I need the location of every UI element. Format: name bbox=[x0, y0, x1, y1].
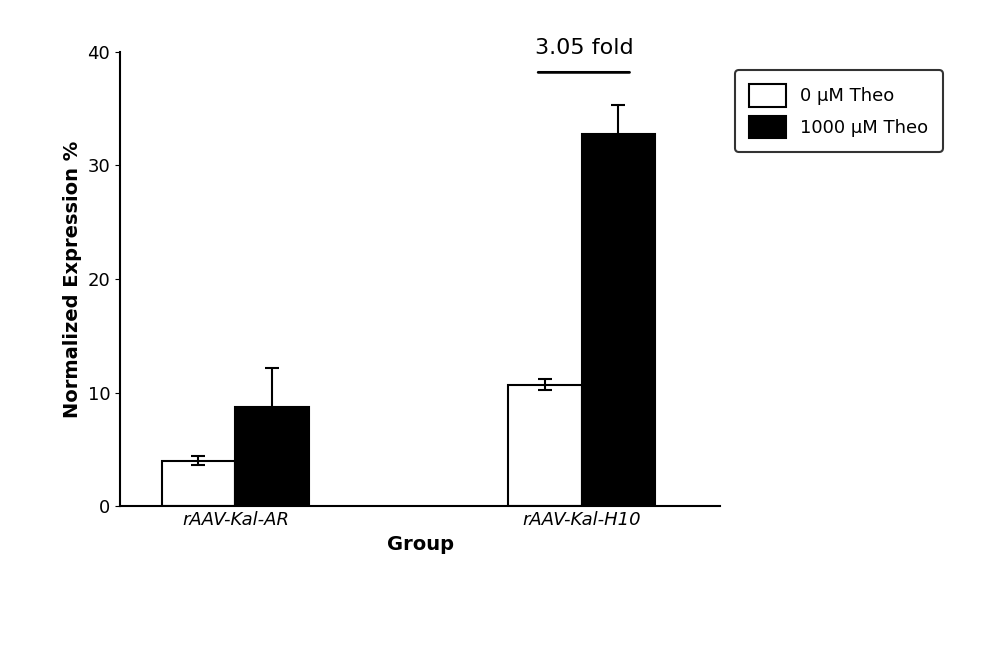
Legend: 0 μM Theo, 1000 μM Theo: 0 μM Theo, 1000 μM Theo bbox=[735, 70, 943, 152]
X-axis label: Group: Group bbox=[386, 535, 454, 554]
Bar bbox=[582, 134, 655, 506]
Text: 3.05 fold: 3.05 fold bbox=[535, 38, 633, 58]
Bar bbox=[235, 408, 309, 506]
Bar bbox=[162, 461, 235, 506]
Bar bbox=[508, 385, 582, 506]
Y-axis label: Normalized Expression %: Normalized Expression % bbox=[63, 140, 82, 418]
